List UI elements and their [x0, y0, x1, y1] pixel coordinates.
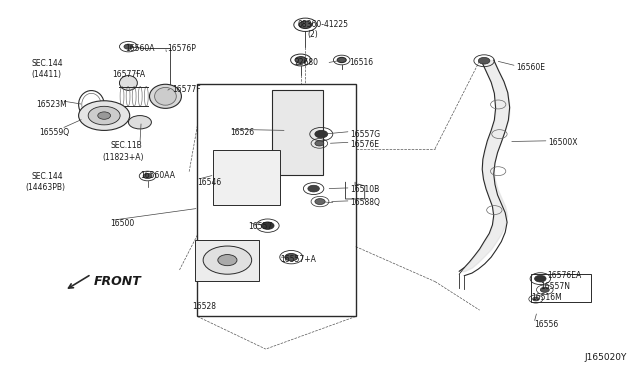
Text: SEC.11B: SEC.11B — [111, 141, 142, 151]
Text: 16577F: 16577F — [172, 85, 200, 94]
Text: (14463PB): (14463PB) — [25, 183, 65, 192]
Circle shape — [261, 222, 274, 230]
Text: SEC.144: SEC.144 — [31, 59, 63, 68]
Text: 16576EA: 16576EA — [547, 271, 581, 280]
Circle shape — [308, 185, 319, 192]
Circle shape — [285, 253, 298, 261]
Text: 22680: 22680 — [294, 58, 319, 67]
Text: 16559Q: 16559Q — [39, 128, 69, 137]
Circle shape — [295, 57, 307, 63]
Circle shape — [203, 246, 252, 274]
Text: 16516: 16516 — [349, 58, 373, 67]
Circle shape — [532, 297, 539, 301]
Circle shape — [129, 116, 152, 129]
Text: 08360-41225: 08360-41225 — [298, 20, 349, 29]
Circle shape — [315, 141, 324, 146]
Circle shape — [218, 254, 237, 266]
Text: 16557: 16557 — [248, 221, 273, 231]
Ellipse shape — [150, 84, 181, 108]
Text: 16577FA: 16577FA — [113, 70, 145, 79]
Ellipse shape — [120, 76, 138, 90]
Text: 16557G: 16557G — [350, 129, 380, 139]
Circle shape — [79, 101, 130, 131]
Ellipse shape — [155, 87, 176, 105]
Bar — [531, 274, 591, 302]
Circle shape — [124, 44, 133, 49]
Text: 16500X: 16500X — [548, 138, 578, 147]
Circle shape — [98, 112, 111, 119]
Text: 16516M: 16516M — [531, 294, 562, 302]
Bar — [197, 84, 356, 317]
Circle shape — [315, 131, 328, 138]
Text: 16526: 16526 — [230, 128, 255, 137]
Bar — [195, 240, 259, 280]
Text: (14411): (14411) — [31, 70, 61, 79]
Circle shape — [315, 199, 325, 205]
Text: 16556: 16556 — [534, 321, 558, 330]
Text: 16560A: 16560A — [125, 44, 155, 53]
Text: SEC.144: SEC.144 — [31, 172, 63, 181]
Circle shape — [143, 173, 152, 179]
Circle shape — [337, 57, 346, 62]
Text: (2): (2) — [307, 30, 318, 39]
Text: 16560AA: 16560AA — [140, 171, 175, 180]
Text: 16500: 16500 — [111, 219, 135, 228]
Text: 16546: 16546 — [197, 178, 221, 187]
Circle shape — [88, 106, 120, 125]
Bar — [272, 90, 323, 175]
Circle shape — [534, 275, 546, 282]
Text: FRONT: FRONT — [93, 275, 141, 288]
Text: 16523M: 16523M — [36, 100, 67, 109]
Circle shape — [478, 57, 490, 64]
Text: 16557N: 16557N — [540, 282, 570, 291]
Text: 16576E: 16576E — [350, 140, 379, 149]
Text: 16576P: 16576P — [167, 44, 196, 53]
Text: 16557+A: 16557+A — [280, 255, 316, 264]
Text: 16510B: 16510B — [351, 185, 380, 194]
Text: (11823+A): (11823+A) — [103, 153, 145, 161]
Text: 16588Q: 16588Q — [351, 198, 381, 207]
Text: J165020Y: J165020Y — [584, 353, 627, 362]
Bar — [212, 150, 280, 205]
Text: 16528: 16528 — [192, 302, 216, 311]
Text: 16560E: 16560E — [516, 63, 546, 72]
Circle shape — [540, 287, 549, 292]
Circle shape — [299, 21, 312, 29]
